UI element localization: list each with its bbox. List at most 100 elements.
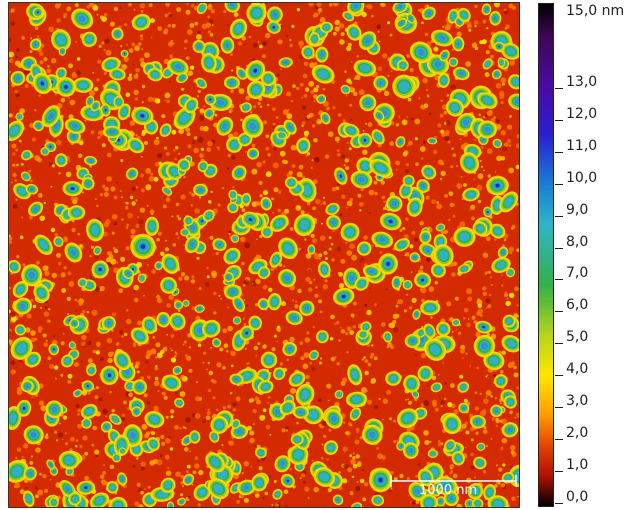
surface-grain: [131, 406, 142, 417]
surface-grain: [437, 72, 450, 88]
surface-grain: [177, 158, 191, 172]
surface-grain: [464, 498, 475, 507]
surface-grain: [118, 447, 127, 455]
surface-grain: [502, 314, 516, 328]
surface-grain: [392, 3, 409, 14]
surface-grain: [296, 137, 311, 154]
surface-grain: [459, 152, 480, 174]
surface-grain: [51, 29, 71, 51]
surface-grain: [409, 252, 421, 263]
surface-grain: [260, 351, 278, 369]
surface-grain: [64, 242, 83, 263]
surface-grain: [295, 383, 315, 406]
surface-grain: [176, 72, 189, 84]
colorbar-label: 5,0: [566, 329, 589, 346]
surface-grain: [453, 226, 476, 247]
surface-grain: [173, 106, 196, 130]
surface-grain: [315, 46, 329, 63]
colorbar-tick: [555, 151, 563, 153]
surface-grain: [385, 371, 402, 386]
surface-grain: [40, 147, 50, 156]
colorbar-label: 4,0: [566, 361, 589, 378]
surface-grain: [77, 277, 88, 288]
surface-grain: [210, 415, 229, 434]
colorbar-label: 7,0: [566, 265, 589, 282]
surface-grain: [32, 120, 44, 132]
surface-grain: [231, 419, 241, 429]
surface-grain: [184, 235, 200, 254]
surface-grain: [231, 165, 247, 181]
surface-grain: [240, 102, 252, 113]
surface-grain: [347, 364, 363, 386]
surface-grain: [297, 177, 317, 203]
surface-grain: [386, 195, 403, 212]
surface-grain: [194, 304, 205, 313]
surface-grain: [91, 260, 109, 279]
surface-grain: [228, 189, 238, 200]
surface-grain: [414, 272, 432, 288]
colorbar-label: 3,0: [566, 393, 589, 410]
surface-grain: [508, 93, 519, 110]
surface-grain: [354, 276, 369, 291]
surface-grain: [131, 13, 151, 31]
surface-grain: [229, 373, 244, 386]
surface-grain: [169, 312, 186, 331]
surface-grain: [113, 96, 125, 109]
surface-grain: [184, 97, 199, 114]
surface-grain: [497, 246, 509, 259]
surface-grain: [76, 480, 96, 495]
surface-grain: [353, 59, 377, 77]
surface-grain: [41, 105, 61, 128]
surface-grain: [342, 11, 354, 22]
colorbar-tick: [555, 439, 563, 441]
afm-topography-image: [9, 3, 519, 507]
scale-bar: [390, 475, 517, 487]
surface-grain: [325, 408, 343, 429]
surface-grain: [13, 183, 31, 200]
surface-grain: [292, 405, 309, 419]
surface-grain: [273, 367, 286, 381]
surface-grain: [232, 316, 242, 325]
surface-grain: [475, 320, 493, 334]
surface-grain: [503, 395, 517, 409]
surface-grain: [20, 171, 31, 182]
surface-grain: [361, 424, 383, 445]
surface-grain: [342, 123, 360, 138]
colorbar-tick: [555, 215, 563, 217]
surface-grain: [216, 116, 234, 136]
surface-grain: [397, 59, 409, 72]
surface-grain: [278, 237, 298, 260]
surface-grain: [173, 300, 184, 310]
surface-grain: [383, 331, 393, 343]
surface-grain: [334, 167, 348, 185]
surface-grain: [49, 497, 59, 507]
surface-grain: [346, 24, 362, 41]
surface-grain: [439, 49, 450, 62]
colorbar-tick: [555, 407, 563, 409]
surface-grain: [68, 341, 76, 349]
surface-grain: [436, 321, 451, 337]
surface-grain: [493, 41, 505, 52]
surface-grain: [54, 153, 68, 168]
surface-grain: [412, 309, 421, 320]
surface-grain: [122, 267, 135, 280]
surface-grain: [131, 106, 154, 125]
surface-grain: [161, 253, 180, 274]
surface-grain: [497, 57, 506, 68]
surface-grain: [9, 120, 25, 141]
surface-grain: [58, 46, 67, 56]
surface-grain: [445, 98, 464, 117]
surface-grain: [241, 211, 260, 228]
surface-grain: [100, 421, 113, 433]
surface-grain: [130, 327, 149, 345]
surface-grain: [303, 405, 324, 425]
surface-grain: [112, 453, 122, 463]
surface-grain: [278, 269, 297, 288]
surface-grain: [392, 74, 416, 99]
surface-grain: [109, 68, 126, 81]
surface-grain: [345, 391, 368, 408]
surface-grain: [311, 64, 335, 84]
surface-grain: [212, 238, 227, 251]
surface-grain: [288, 371, 306, 387]
